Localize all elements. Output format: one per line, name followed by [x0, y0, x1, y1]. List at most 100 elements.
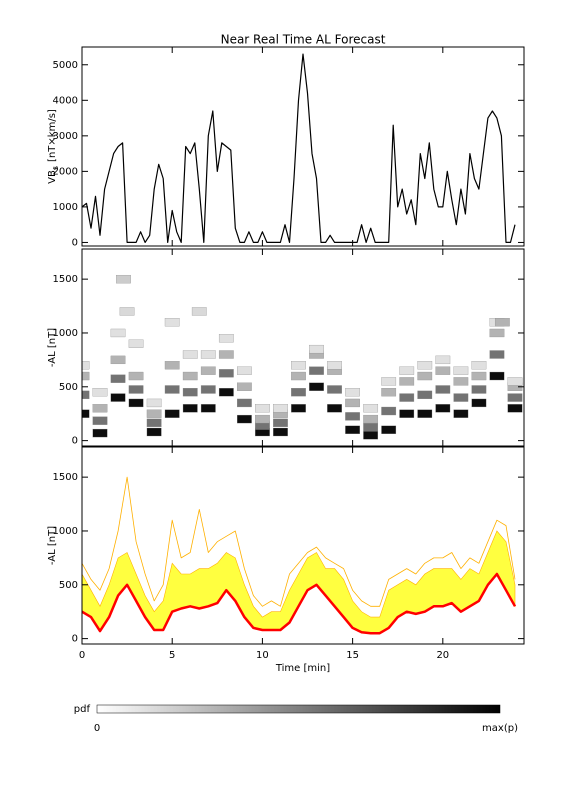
- density-cell: [345, 412, 360, 421]
- density-cell: [309, 366, 324, 375]
- plot-frame: [81, 248, 525, 447]
- density-cell: [381, 425, 397, 435]
- density-cell: [453, 366, 469, 375]
- density-cell: [164, 318, 180, 327]
- colorbar-max: max(p): [482, 723, 518, 734]
- density-cell: [381, 388, 397, 397]
- density-cell: [417, 371, 433, 381]
- density-cell: [399, 393, 415, 402]
- density-cell: [128, 398, 144, 408]
- x-tick-label: 5: [169, 650, 175, 661]
- density-cell: [164, 409, 180, 418]
- y-tick-label: 0: [72, 237, 78, 248]
- density-cell: [309, 382, 324, 391]
- density-cell: [327, 361, 342, 370]
- density-cell: [218, 369, 234, 378]
- density-cell: [291, 371, 306, 381]
- density-cell: [110, 374, 126, 383]
- x-tick-label: 15: [346, 650, 359, 661]
- plot-area: [82, 53, 516, 243]
- density-cell: [381, 406, 397, 416]
- y-label-main: VB: [47, 170, 58, 184]
- density-cell: [200, 385, 216, 394]
- density-cell: [146, 418, 162, 428]
- y-tick-label: 3000: [53, 131, 78, 142]
- density-cell: [182, 388, 198, 397]
- vbs-line: [82, 53, 516, 243]
- colorbar: [96, 704, 501, 714]
- density-cell: [182, 371, 198, 381]
- chart-title: Near Real Time AL Forecast: [221, 33, 386, 47]
- density-cell: [110, 328, 126, 338]
- density-cell: [471, 398, 487, 408]
- density-cell: [128, 385, 144, 394]
- density-cell: [128, 371, 144, 381]
- density-cell: [399, 377, 415, 386]
- density-cell: [381, 377, 397, 386]
- density-cell: [273, 427, 288, 437]
- plot-area: [82, 476, 517, 635]
- y-tick-label: 1000: [53, 202, 78, 213]
- density-cell: [218, 388, 234, 397]
- plot-frame: [81, 446, 525, 645]
- density-cell: [363, 414, 379, 424]
- density-cell: [200, 350, 216, 359]
- density-cell: [453, 409, 469, 418]
- density-cell: [494, 318, 510, 327]
- y-label-unit: [nT×km/s]: [47, 109, 58, 162]
- y-axis-label: -AL [nT]: [47, 526, 58, 565]
- density-cell: [471, 385, 487, 394]
- density-cell: [164, 361, 180, 370]
- density-cell: [345, 398, 360, 408]
- x-tick-label: 0: [79, 650, 85, 661]
- y-tick-label: 2000: [53, 166, 78, 177]
- density-cell: [92, 428, 108, 438]
- density-cell: [507, 377, 523, 386]
- density-cell: [417, 361, 433, 370]
- density-cell: [291, 361, 306, 370]
- density-cell: [435, 404, 451, 413]
- y-label-sub: s: [51, 166, 60, 170]
- y-tick-label: 1000: [53, 328, 78, 339]
- density-cell: [363, 431, 379, 440]
- median-line: [82, 572, 517, 635]
- density-cell: [435, 366, 451, 375]
- density-cell: [453, 377, 469, 386]
- density-cell: [345, 388, 360, 397]
- density-cell: [146, 427, 162, 437]
- density-cell: [327, 404, 342, 413]
- y-tick-label: 1500: [53, 472, 78, 483]
- density-cell: [237, 414, 252, 424]
- y-tick-label: 1000: [53, 526, 78, 537]
- density-cell: [399, 409, 415, 418]
- x-axis-label: Time [min]: [275, 663, 330, 674]
- density-cell: [273, 418, 288, 428]
- density-cell: [273, 404, 288, 413]
- density-cell: [218, 334, 234, 343]
- density-cell: [363, 423, 379, 432]
- density-cell: [507, 393, 523, 402]
- y-tick-label: 4000: [53, 95, 78, 106]
- density-cell: [116, 274, 131, 284]
- density-cell: [200, 404, 216, 413]
- density-cell: [146, 398, 162, 408]
- density-cell: [471, 361, 487, 370]
- y-tick-label: 1500: [53, 274, 78, 285]
- plot-frame: [81, 46, 525, 247]
- y-axis-label: -AL [nT]: [47, 328, 58, 367]
- density-cell: [200, 366, 216, 375]
- density-cell: [110, 393, 126, 402]
- colorbar-min: 0: [94, 723, 100, 734]
- density-cell: [309, 344, 324, 354]
- density-cell: [237, 366, 252, 375]
- density-cell: [291, 388, 306, 397]
- density-cell: [237, 398, 252, 408]
- density-cell: [489, 350, 505, 359]
- density-cell: [471, 371, 487, 381]
- y-tick-label: 500: [59, 580, 78, 591]
- colorbar-label: pdf: [74, 704, 91, 715]
- density-cell: [92, 416, 108, 425]
- density-cell: [119, 307, 135, 316]
- density-cell: [291, 404, 306, 413]
